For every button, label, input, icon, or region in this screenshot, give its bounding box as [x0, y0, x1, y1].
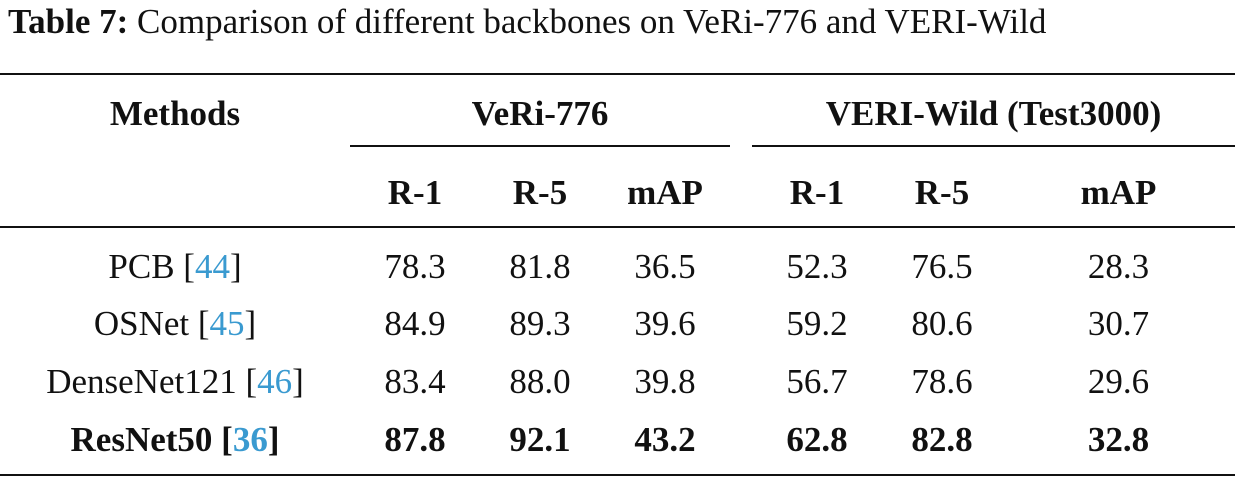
- value-cell: 29.6: [1087, 362, 1150, 401]
- reference-link[interactable]: 45: [209, 304, 245, 343]
- method-name: PCB [44]: [108, 247, 242, 286]
- reference-link[interactable]: 44: [194, 247, 230, 286]
- group-rule-veriwild: [752, 145, 1235, 147]
- value-cell: 78.6: [911, 362, 973, 401]
- value-cell: 83.4: [384, 362, 446, 401]
- method-name: ResNet50 [36]: [70, 420, 280, 459]
- value-cell: 88.0: [509, 362, 571, 401]
- header-metric: mAP: [627, 173, 703, 212]
- top-rule: [0, 73, 1235, 75]
- header-methods: Methods: [109, 94, 241, 133]
- header-metric: R-1: [789, 173, 845, 212]
- header-metric: R-1: [387, 173, 443, 212]
- value-cell: 81.8: [509, 247, 571, 286]
- header-metric: mAP: [1080, 173, 1157, 212]
- value-cell: 36.5: [634, 247, 696, 286]
- header-group-veriwild: VERI-Wild (Test3000): [825, 94, 1162, 133]
- group-rule-veri776: [350, 145, 730, 147]
- value-cell: 84.9: [384, 304, 446, 343]
- caption-label: Table 7:: [8, 2, 129, 41]
- method-label: OSNet: [93, 304, 190, 343]
- value-cell: 78.3: [384, 247, 446, 286]
- value-cell: 82.8: [911, 420, 973, 459]
- value-cell: 43.2: [634, 420, 696, 459]
- value-cell: 28.3: [1087, 247, 1150, 286]
- value-cell: 76.5: [911, 247, 973, 286]
- value-cell: 92.1: [509, 420, 571, 459]
- header-metric: R-5: [914, 173, 970, 212]
- table-caption: Table 7: Comparison of different backbon…: [8, 0, 1046, 44]
- value-cell: 62.8: [786, 420, 848, 459]
- value-cell: 30.7: [1087, 304, 1150, 343]
- method-label: PCB: [108, 247, 175, 286]
- header-group-veri776: VeRi-776: [471, 94, 609, 133]
- value-cell: 59.2: [786, 304, 848, 343]
- reference-link[interactable]: 46: [257, 362, 293, 401]
- value-cell: 52.3: [786, 247, 848, 286]
- header-metric: R-5: [512, 173, 568, 212]
- header-rule: [0, 226, 1235, 228]
- value-cell: 89.3: [509, 304, 571, 343]
- value-cell: 39.6: [634, 304, 696, 343]
- method-name: OSNet [45]: [93, 304, 257, 343]
- value-cell: 87.8: [384, 420, 446, 459]
- reference-link[interactable]: 36: [232, 420, 268, 459]
- bottom-rule: [0, 474, 1235, 476]
- method-name: DenseNet121 [46]: [46, 362, 304, 401]
- caption-text: Comparison of different backbones on VeR…: [137, 2, 1047, 41]
- value-cell: 56.7: [786, 362, 848, 401]
- value-cell: 32.8: [1087, 420, 1150, 459]
- value-cell: 80.6: [911, 304, 973, 343]
- method-label: DenseNet121: [46, 362, 237, 401]
- value-cell: 39.8: [634, 362, 696, 401]
- method-label: ResNet50: [70, 420, 213, 459]
